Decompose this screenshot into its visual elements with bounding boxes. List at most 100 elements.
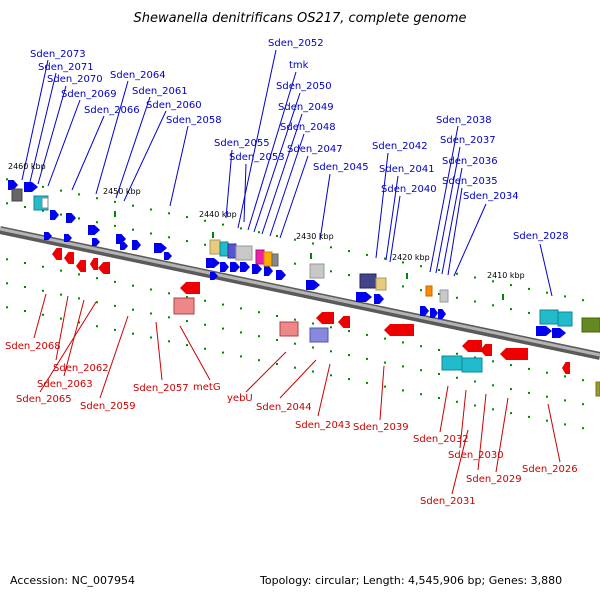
leader-line: [385, 175, 399, 261]
tick-dot: [258, 311, 260, 314]
tick-dot: [150, 312, 152, 315]
leader-line: [439, 385, 449, 433]
tick-dot: [114, 280, 116, 283]
gene-label: Sden_2036: [442, 156, 498, 167]
reverse-gene-arrow: [384, 324, 414, 336]
tick-dot: [294, 366, 296, 369]
tick-dot: [96, 325, 98, 328]
tick-dot: [132, 204, 134, 207]
rna-feature-box: [439, 289, 449, 303]
forward-gene-arrow: [552, 328, 566, 338]
forward-gene-arrow: [154, 243, 167, 253]
tick-dot: [114, 200, 116, 203]
leader-line: [71, 115, 105, 191]
tick-dot: [42, 265, 44, 268]
reverse-gene-arrow: [180, 282, 200, 294]
gene-label: Sden_2037: [440, 135, 496, 146]
gene-label: Sden_2063: [37, 379, 93, 390]
forward-gene-arrow: [230, 262, 240, 272]
forward-gene-arrow: [252, 264, 262, 274]
tick-dot: [150, 232, 152, 235]
tick-dot: [546, 419, 548, 422]
tick-dot: [474, 404, 476, 407]
gene-label: Sden_2061: [132, 86, 188, 97]
reverse-gene-arrow: [98, 262, 110, 274]
leader-line: [447, 187, 463, 276]
tick-dot: [402, 389, 404, 392]
tick-dot: [276, 363, 278, 365]
tick-dot: [186, 320, 188, 323]
gene-label: Sden_2038: [436, 115, 492, 126]
tick-dot: [150, 208, 152, 211]
gene-label: Sden_2049: [278, 102, 334, 113]
reverse-gene-arrow: [52, 248, 62, 260]
forward-gene-arrow: [430, 308, 438, 318]
tick-dot: [492, 304, 494, 307]
rna-feature-box: [271, 253, 279, 267]
gene-label: Sden_2060: [146, 100, 202, 111]
reverse-gene-arrow: [90, 258, 98, 270]
tick-dot: [60, 269, 62, 272]
tick-dot: [42, 209, 44, 212]
tick-dot: [78, 321, 80, 324]
tick-dot: [186, 344, 188, 347]
tick-dot: [240, 331, 242, 334]
leader-line: [451, 429, 469, 495]
tick-dot: [132, 284, 134, 287]
tick-dot: [510, 364, 512, 367]
tick-dot: [420, 265, 422, 268]
gene-label: Sden_2069: [61, 89, 117, 100]
leader-line: [29, 72, 57, 183]
tick-dot: [168, 316, 170, 319]
leader-line: [539, 243, 553, 297]
tick-dot: [492, 408, 494, 411]
forward-gene-arrow: [210, 272, 218, 280]
rna-feature-box: [209, 239, 221, 255]
gene-label: Sden_2071: [38, 62, 94, 73]
tick-dot: [438, 293, 440, 295]
gene-label: Sden_2059: [80, 401, 136, 412]
leader-line: [253, 92, 301, 233]
gene-label: yebU: [227, 393, 253, 404]
forward-gene-arrow: [8, 180, 18, 190]
gene-label: Sden_2062: [53, 363, 109, 374]
tick-dot: [276, 235, 278, 237]
tick-dot: [510, 412, 512, 415]
gene-label: Sden_2053: [229, 152, 285, 163]
tick-dot: [222, 327, 224, 330]
tick-dot: [582, 403, 584, 406]
reverse-gene-arrow: [76, 260, 86, 272]
tick-dot: [312, 322, 314, 325]
tick-dot: [456, 376, 458, 379]
tick-dot: [330, 326, 332, 329]
tick-dot: [564, 375, 566, 378]
gene-label: Sden_2032: [413, 434, 469, 445]
forward-gene-arrow: [44, 232, 52, 240]
tick-dot: [24, 286, 26, 288]
tick-dot: [222, 303, 224, 306]
tick-dot: [330, 350, 332, 353]
tick-dot: [6, 258, 8, 261]
rna-feature-box: [595, 381, 600, 397]
tick-dot: [222, 351, 224, 354]
tick-dot: [474, 380, 476, 383]
rna-feature-box: [279, 321, 299, 337]
major-tick: [212, 232, 214, 238]
forward-gene-arrow: [536, 326, 552, 336]
kbp-label-2460: 2460 kbp: [8, 162, 46, 171]
rna-feature-box: [255, 249, 265, 265]
forward-gene-arrow: [132, 240, 141, 250]
tick-dot: [276, 339, 278, 341]
tick-dot: [384, 361, 386, 364]
gene-label: Sden_2028: [513, 231, 569, 242]
tick-dot: [24, 262, 26, 264]
reverse-gene-arrow: [562, 362, 570, 374]
forward-gene-arrow: [88, 225, 100, 235]
tick-dot: [330, 270, 332, 273]
tick-dot: [492, 280, 494, 283]
tick-dot: [510, 388, 512, 391]
forward-gene-arrow: [374, 294, 384, 304]
tick-dot: [402, 261, 404, 264]
leader-line: [95, 80, 129, 195]
